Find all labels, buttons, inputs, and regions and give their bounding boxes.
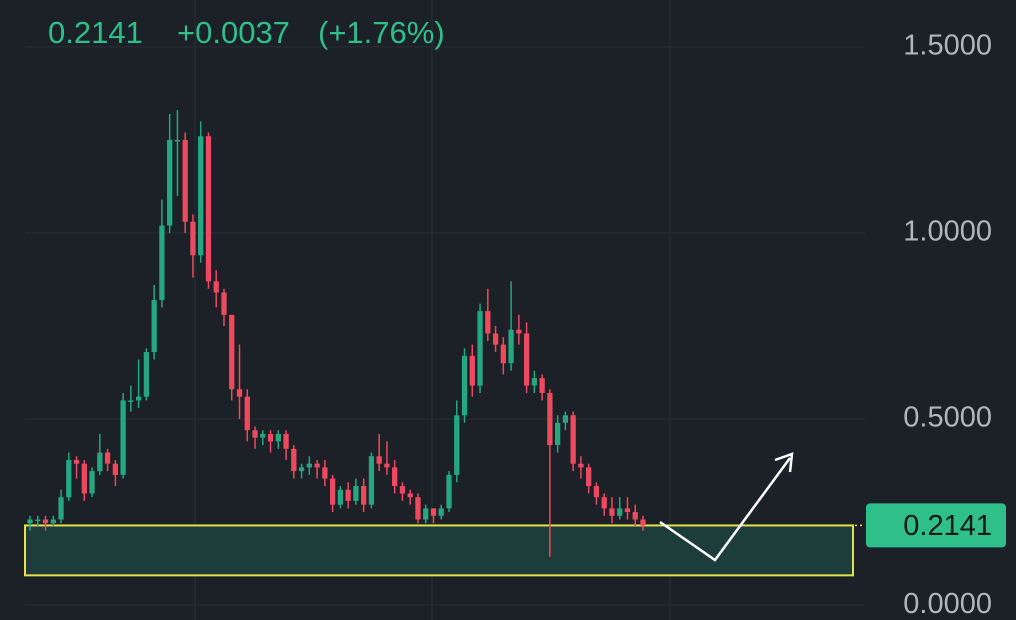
candle-body [438,508,444,516]
candle-body [454,415,460,475]
candle-body [229,314,235,390]
zone-box [24,524,854,577]
candle-body [291,448,297,472]
candle-body [260,433,266,438]
candle-body [492,333,499,345]
candle-body [128,400,134,402]
zone-layer [24,524,865,577]
candle-body [35,519,41,522]
candle-body [159,225,165,300]
candle-body [539,378,545,393]
candle-body [205,136,212,282]
y-tick-label: 0.5000 [903,402,992,434]
candle-body [609,508,615,516]
candle-body [446,474,452,509]
candle-body [182,139,188,222]
candle-body [42,519,49,524]
candle-body [244,396,250,431]
y-tick-label: 1.5000 [903,30,992,62]
candle-body [337,489,344,505]
candle-body [112,463,118,475]
candle-body [135,396,142,401]
candle-body [81,463,87,494]
candle-body [570,415,576,464]
candle-body [104,452,111,464]
y-tick-label: 1.0000 [903,216,992,248]
candle-body [407,493,413,498]
candle-body [27,519,33,524]
candle-body [555,422,561,446]
candle-body [392,467,398,487]
candle-body [461,355,468,416]
candle-body [469,355,475,386]
candle-body [314,463,320,468]
candle-body [50,519,56,524]
candle-body [562,415,569,423]
candle-body [143,352,150,397]
candle-body [198,136,204,256]
candle-body [97,452,103,472]
y-axis: 0.0000 0.5000 1.0000 1.5000 0.2141 [866,30,1006,620]
candle-body [345,489,351,501]
arrow [659,457,792,562]
candles [27,110,646,557]
grid [25,46,865,606]
candle-body [329,478,336,505]
candle-body [485,311,491,334]
candle-body [640,519,646,526]
candle-body [275,433,281,442]
candle-body [361,486,367,505]
candle-body [151,299,157,353]
candle-body [221,292,227,315]
header-change: +0.0037 [177,15,290,50]
y-tick-label: 0.0000 [903,588,992,620]
arrow-head [774,452,794,473]
candle-body [120,400,126,475]
candle-body [174,139,181,142]
header-change-pct: (+1.76%) [318,15,445,50]
candle-body [399,486,406,494]
candle-body [601,497,607,509]
candle-body [586,467,592,487]
candle-body [477,311,483,386]
candle-body [306,463,312,468]
candle-body [508,329,514,364]
candle-body [236,389,243,397]
last-price-box [866,503,1006,548]
candle-body [593,486,600,498]
candle-body [73,459,80,464]
candle-body [523,333,530,386]
candle-body [531,378,538,386]
last-price-label: 0.2141 [903,510,992,542]
candle-body [415,497,421,520]
candle-body [213,281,219,293]
candle-body [617,508,623,516]
candle-body [322,467,328,479]
candle-body [283,433,289,449]
candle-body [353,486,359,501]
candle-body [430,508,437,516]
candle-body [89,471,95,494]
candle-body [632,512,638,520]
candle-body [167,139,173,226]
candle-body [423,508,429,520]
header-price: 0.2141 [48,15,143,50]
candle-body [267,433,274,442]
candle-body [578,463,584,468]
candle-body [376,456,382,464]
candle-body [190,221,196,256]
candle-body [58,497,64,520]
candle-body [252,430,258,438]
candle-body [500,344,506,364]
candle-body [547,392,553,446]
candle-body [384,463,390,468]
candle-body [368,456,375,505]
candle-body [66,459,72,498]
candle-body [624,508,631,513]
candle-body [298,467,305,472]
candle-body [516,329,522,334]
